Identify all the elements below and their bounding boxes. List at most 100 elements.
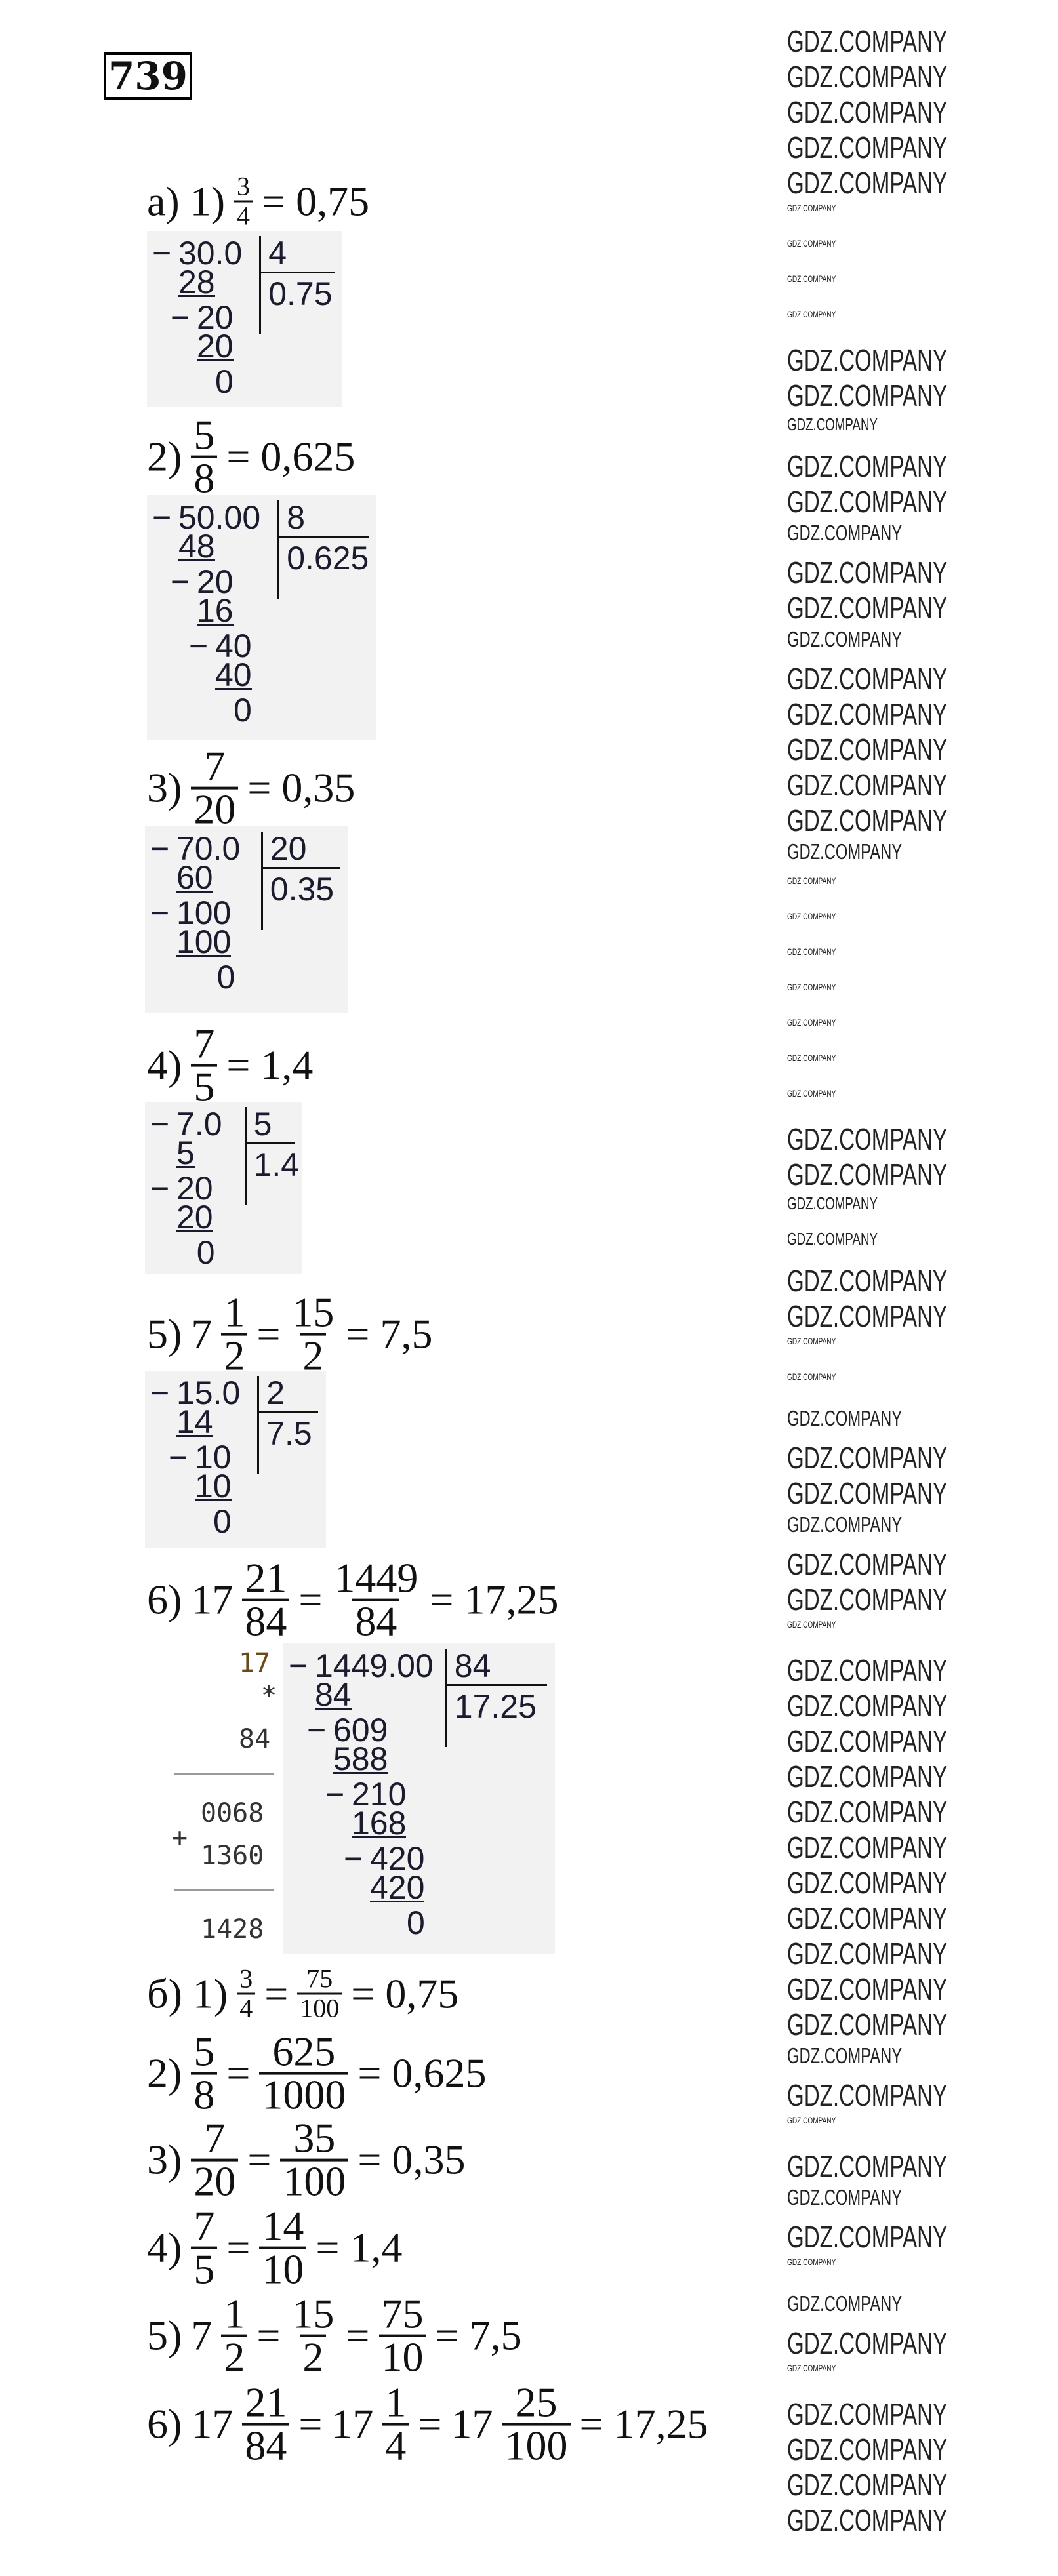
equation-text: 2) [147, 2050, 182, 2097]
equation-text: = 17,25 [579, 2401, 708, 2447]
watermark: GDZ.COMPANY [787, 2185, 903, 2209]
divisor: 5 [253, 1106, 272, 1142]
watermark: GDZ.COMPANY [787, 2115, 836, 2125]
equation-text: = [264, 1970, 289, 2017]
division-bracket-vertical [277, 500, 280, 599]
denominator: 4 [234, 200, 253, 229]
minus-sign: − [150, 830, 170, 867]
partial-product: 0068 [201, 1798, 264, 1828]
dividend: 7.0 [176, 1106, 222, 1142]
watermark: GDZ.COMPANY [787, 839, 903, 864]
denominator: 10 [378, 2335, 426, 2379]
divisor: 84 [454, 1647, 491, 1684]
watermark: GDZ.COMPANY [787, 591, 948, 625]
dividend: 1449.00 [315, 1647, 434, 1684]
watermark: GDZ.COMPANY [787, 1760, 948, 1794]
numerator: 3 [239, 1963, 253, 1994]
fraction: 35 100 [280, 2117, 349, 2203]
minus-sign: − [171, 299, 190, 336]
equation-line: 4) 7 5 = 1,4 [147, 1020, 322, 1108]
watermark: GDZ.COMPANY [787, 1017, 836, 1028]
division-bracket-horizontal [244, 1142, 295, 1144]
watermark: GDZ.COMPANY [787, 1371, 836, 1382]
equation-text: = [226, 2050, 251, 2097]
partial-dividend: 100 [176, 895, 232, 931]
watermark: GDZ.COMPANY [787, 1901, 948, 1935]
subtrahend: 28 [178, 264, 215, 300]
watermark: GDZ.COMPANY [787, 1122, 948, 1156]
watermark: GDZ.COMPANY [787, 2078, 948, 2112]
watermark: GDZ.COMPANY [787, 24, 948, 58]
equation-text: = [298, 1577, 323, 1623]
numerator: 15 [292, 2290, 335, 2337]
quotient: 17.25 [454, 1688, 537, 1725]
equation-text: = [247, 2137, 272, 2183]
denominator: 5 [191, 1064, 218, 1108]
quotient: 1.4 [253, 1146, 300, 1183]
equation-text: = [256, 1311, 281, 1358]
denominator: 84 [352, 1599, 400, 1643]
equation-text: = 0,75 [262, 178, 370, 224]
division-bracket-vertical [445, 1649, 447, 1747]
watermark: GDZ.COMPANY [787, 449, 948, 483]
denominator: 100 [502, 2423, 571, 2467]
multiplier: 84 [239, 1724, 271, 1754]
denominator: 20 [191, 787, 239, 831]
fraction: 7 20 [191, 2117, 239, 2203]
equation-line: 2) 5 8 = 0,625 [147, 414, 364, 500]
denominator: 1000 [259, 2072, 349, 2116]
equation-text: = 0,35 [247, 765, 356, 811]
numerator: 3 [237, 171, 251, 201]
watermark: GDZ.COMPANY [787, 1476, 948, 1510]
minus-sign: − [171, 563, 190, 600]
watermark: GDZ.COMPANY [787, 982, 836, 992]
numerator: 7 [193, 1020, 215, 1067]
remainder: 0 [234, 692, 252, 729]
equation-line: б) 1) 3 4 = 75 100 = 0,75 [147, 1963, 468, 2021]
numerator: 25 [515, 2379, 558, 2426]
watermark: GDZ.COMPANY [787, 1053, 836, 1063]
numerator: 15 [292, 1289, 335, 1336]
remainder: 0 [196, 1234, 215, 1271]
fraction: 7 20 [191, 745, 239, 831]
fraction: 625 1000 [259, 2030, 349, 2116]
equation-line: 3) 7 20 = 35 100 = 0,35 [147, 2117, 475, 2203]
divider [174, 1773, 274, 1775]
minus-sign: − [152, 499, 172, 536]
subtrahend: 420 [370, 1869, 425, 1906]
division-bracket-horizontal [257, 1411, 318, 1413]
remainder: 0 [215, 363, 234, 400]
watermark: GDZ.COMPANY [787, 2363, 836, 2373]
watermark: GDZ.COMPANY [787, 1653, 948, 1687]
watermark: GDZ.COMPANY [787, 1264, 948, 1298]
watermark: GDZ.COMPANY [787, 2291, 903, 2316]
equation-text: = [226, 2224, 251, 2271]
denominator: 84 [242, 2423, 290, 2467]
equation-text: 5) [147, 2312, 182, 2359]
watermark: GDZ.COMPANY [787, 203, 836, 213]
equation-text: 17 [191, 1577, 234, 1623]
watermark: GDZ.COMPANY [787, 1299, 948, 1333]
numerator: 1449 [334, 1554, 418, 1601]
equation-text: = 0,625 [226, 433, 356, 480]
equation-text: = [256, 2312, 281, 2359]
denominator: 5 [191, 2247, 218, 2291]
watermark: GDZ.COMPANY [787, 1088, 836, 1098]
watermark: GDZ.COMPANY [787, 2220, 948, 2254]
watermark: GDZ.COMPANY [787, 2503, 948, 2537]
long-division: −50.00 8 0.625 48−20 16−40 40 0 [147, 495, 376, 740]
watermark: GDZ.COMPANY [787, 768, 948, 802]
quotient: 7.5 [266, 1415, 312, 1452]
equation-line: 3) 7 20 = 0,35 [147, 745, 364, 831]
denominator: 20 [191, 2159, 239, 2203]
quotient: 0.75 [268, 275, 333, 312]
equation-text: 3) [147, 765, 182, 811]
equation-text: = 1,4 [315, 2224, 403, 2271]
watermark: GDZ.COMPANY [787, 378, 948, 413]
equation-text: 6) [147, 1577, 182, 1623]
long-division: −15.0 2 7.5 14−10 10 0 [145, 1371, 326, 1548]
